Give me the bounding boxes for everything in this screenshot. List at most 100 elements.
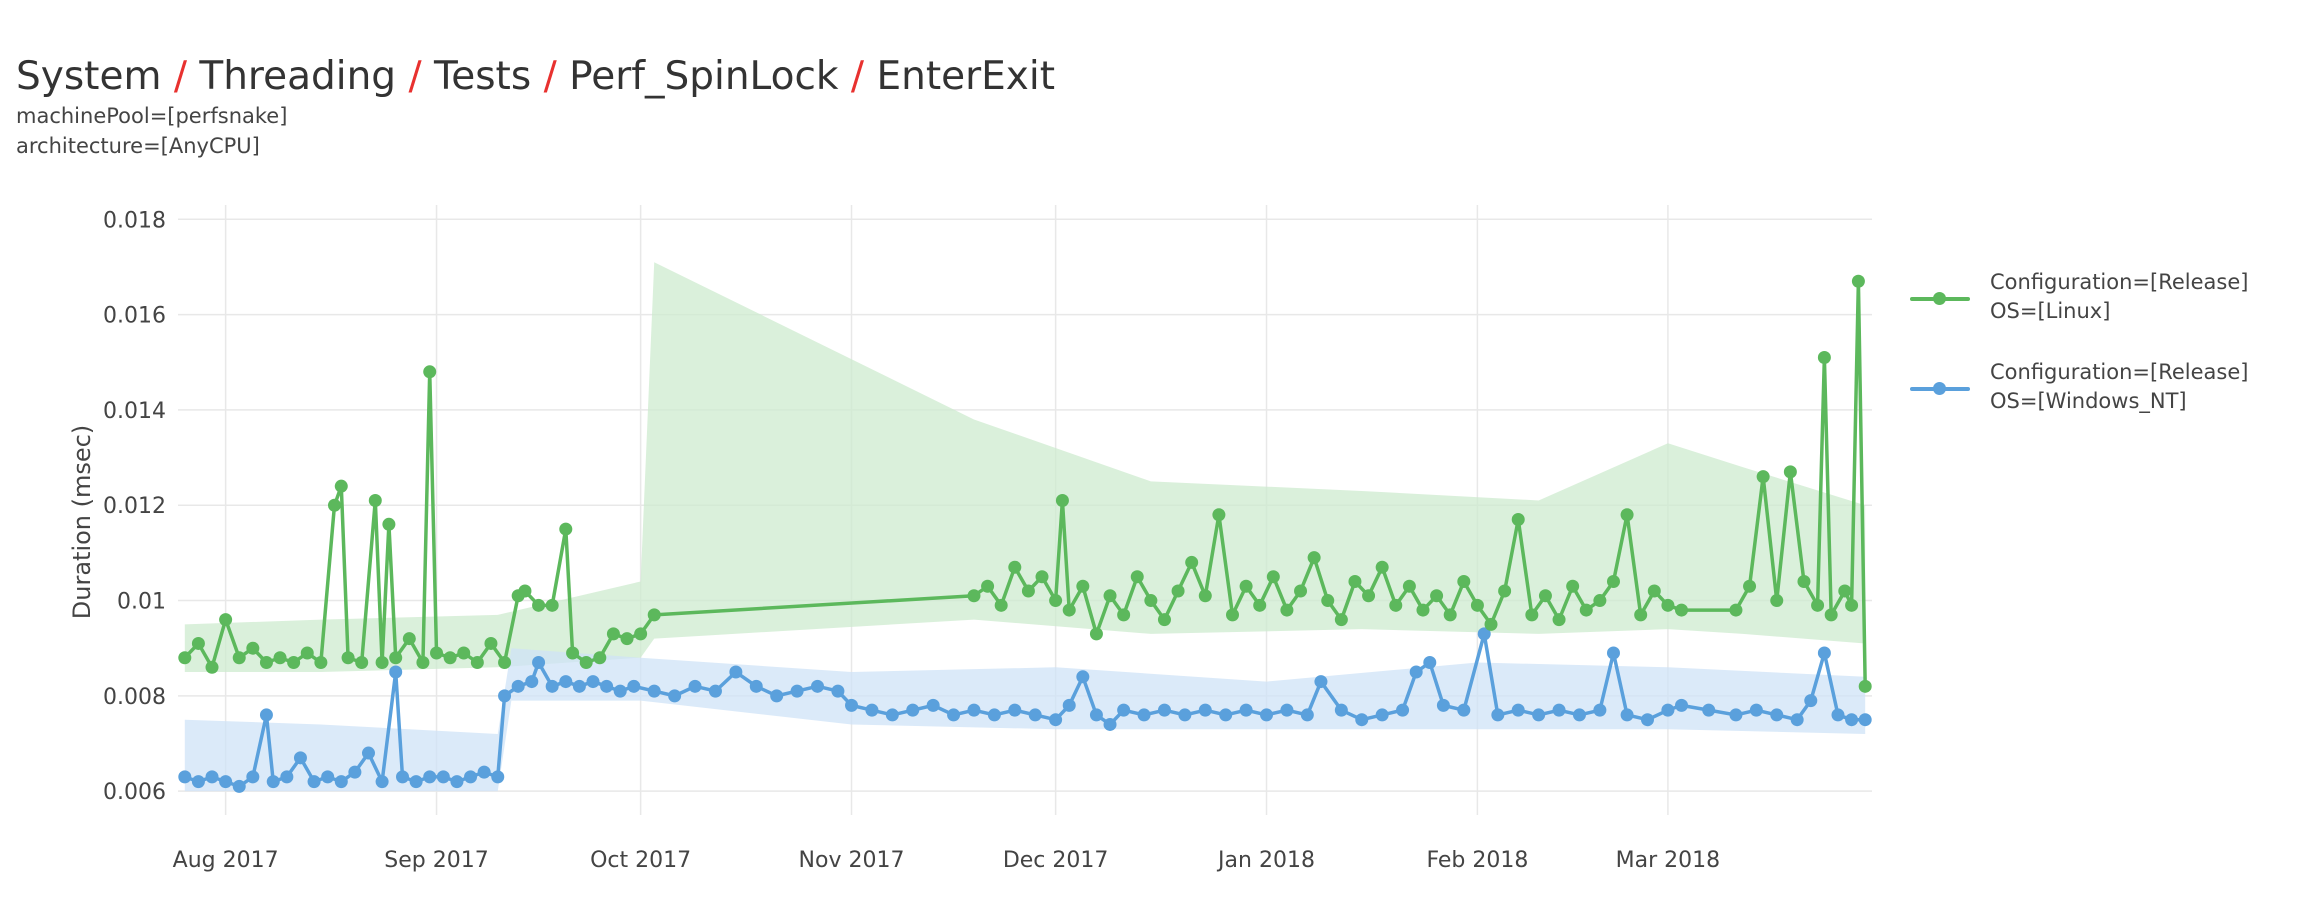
windows-data-point[interactable]	[729, 665, 743, 679]
linux-data-point[interactable]	[1021, 584, 1035, 598]
windows-data-point[interactable]	[1103, 717, 1117, 731]
windows-data-point[interactable]	[423, 770, 437, 784]
linux-data-point[interactable]	[430, 646, 444, 660]
windows-data-point[interactable]	[375, 775, 389, 789]
linux-data-point[interactable]	[1824, 608, 1838, 622]
linux-data-point[interactable]	[647, 608, 661, 622]
linux-data-point[interactable]	[1280, 603, 1294, 617]
windows-data-point[interactable]	[947, 708, 961, 722]
linux-data-point[interactable]	[1144, 594, 1158, 608]
linux-data-point[interactable]	[327, 498, 341, 512]
linux-data-point[interactable]	[1743, 579, 1757, 593]
linux-data-point[interactable]	[1130, 570, 1144, 584]
windows-data-point[interactable]	[1396, 703, 1410, 717]
windows-data-point[interactable]	[1423, 656, 1437, 669]
windows-data-point[interactable]	[321, 770, 335, 784]
windows-data-point[interactable]	[348, 765, 362, 779]
windows-data-point[interactable]	[1062, 698, 1076, 712]
windows-data-point[interactable]	[1436, 698, 1450, 712]
windows-data-point[interactable]	[600, 679, 614, 693]
windows-data-point[interactable]	[246, 770, 260, 784]
windows-data-point[interactable]	[1028, 708, 1042, 722]
linux-data-point[interactable]	[1620, 508, 1634, 522]
linux-data-point[interactable]	[1035, 570, 1049, 584]
windows-data-point[interactable]	[865, 703, 879, 717]
windows-data-point[interactable]	[525, 675, 539, 689]
linux-data-point[interactable]	[1362, 589, 1376, 603]
windows-data-point[interactable]	[967, 703, 981, 717]
linux-data-point[interactable]	[1089, 627, 1103, 641]
linux-data-point[interactable]	[566, 646, 580, 660]
windows-data-point[interactable]	[1661, 703, 1675, 717]
windows-data-point[interactable]	[987, 708, 1001, 722]
linux-data-point[interactable]	[1817, 351, 1831, 364]
windows-data-point[interactable]	[477, 765, 491, 779]
linux-data-point[interactable]	[1661, 598, 1675, 612]
windows-data-point[interactable]	[1606, 646, 1620, 660]
linux-data-point[interactable]	[1055, 493, 1069, 507]
linux-data-point[interactable]	[1566, 579, 1580, 593]
linux-data-point[interactable]	[1117, 608, 1131, 622]
breadcrumb-item[interactable]: System	[16, 54, 162, 99]
linux-data-point[interactable]	[1484, 617, 1498, 631]
windows-data-point[interactable]	[1117, 703, 1131, 717]
linux-data-point[interactable]	[1212, 508, 1226, 522]
linux-data-point[interactable]	[994, 598, 1008, 612]
windows-data-point[interactable]	[1334, 703, 1348, 717]
linux-data-point[interactable]	[389, 651, 403, 665]
windows-data-point[interactable]	[1300, 708, 1314, 722]
linux-data-point[interactable]	[559, 522, 573, 536]
linux-data-point[interactable]	[1538, 589, 1552, 603]
linux-data-point[interactable]	[259, 656, 273, 669]
windows-data-point[interactable]	[1008, 703, 1022, 717]
windows-data-point[interactable]	[1593, 703, 1607, 717]
windows-data-point[interactable]	[770, 689, 784, 703]
windows-data-point[interactable]	[436, 770, 450, 784]
linux-data-point[interactable]	[246, 641, 260, 655]
windows-data-point[interactable]	[906, 703, 920, 717]
windows-data-point[interactable]	[688, 679, 702, 693]
windows-data-point[interactable]	[498, 689, 512, 703]
linux-data-point[interactable]	[1348, 574, 1362, 588]
linux-data-point[interactable]	[368, 493, 382, 507]
windows-data-point[interactable]	[266, 775, 280, 789]
windows-data-point[interactable]	[1749, 703, 1763, 717]
windows-data-point[interactable]	[613, 684, 627, 698]
windows-data-point[interactable]	[1260, 708, 1274, 722]
windows-data-point[interactable]	[219, 775, 233, 789]
windows-data-point[interactable]	[389, 665, 403, 679]
linux-data-point[interactable]	[1838, 584, 1852, 598]
linux-data-point[interactable]	[1239, 579, 1253, 593]
windows-data-point[interactable]	[926, 698, 940, 712]
linux-data-point[interactable]	[1198, 589, 1212, 603]
linux-data-point[interactable]	[1470, 598, 1484, 612]
linux-data-point[interactable]	[498, 656, 512, 669]
windows-data-point[interactable]	[1572, 708, 1586, 722]
windows-data-point[interactable]	[1314, 675, 1328, 689]
linux-data-point[interactable]	[1416, 603, 1430, 617]
linux-data-point[interactable]	[341, 651, 355, 665]
windows-data-point[interactable]	[1804, 694, 1818, 708]
linux-data-point[interactable]	[1525, 608, 1539, 622]
windows-data-point[interactable]	[1702, 703, 1716, 717]
linux-data-point[interactable]	[191, 636, 205, 650]
windows-data-point[interactable]	[1457, 703, 1471, 717]
linux-data-point[interactable]	[355, 656, 369, 669]
linux-data-point[interactable]	[457, 646, 471, 660]
linux-data-point[interactable]	[1606, 574, 1620, 588]
linux-data-point[interactable]	[532, 598, 546, 612]
linux-data-point[interactable]	[620, 632, 634, 646]
linux-data-point[interactable]	[1430, 589, 1444, 603]
windows-data-point[interactable]	[334, 775, 348, 789]
windows-data-point[interactable]	[1729, 708, 1743, 722]
linux-data-point[interactable]	[423, 365, 437, 379]
linux-data-point[interactable]	[1511, 513, 1525, 527]
windows-data-point[interactable]	[1280, 703, 1294, 717]
linux-data-point[interactable]	[1157, 613, 1171, 627]
windows-data-point[interactable]	[232, 779, 246, 793]
linux-data-point[interactable]	[1049, 594, 1063, 608]
linux-data-point[interactable]	[1253, 598, 1267, 612]
windows-data-point[interactable]	[885, 708, 899, 722]
linux-data-point[interactable]	[334, 479, 348, 493]
linux-data-point[interactable]	[1729, 603, 1743, 617]
